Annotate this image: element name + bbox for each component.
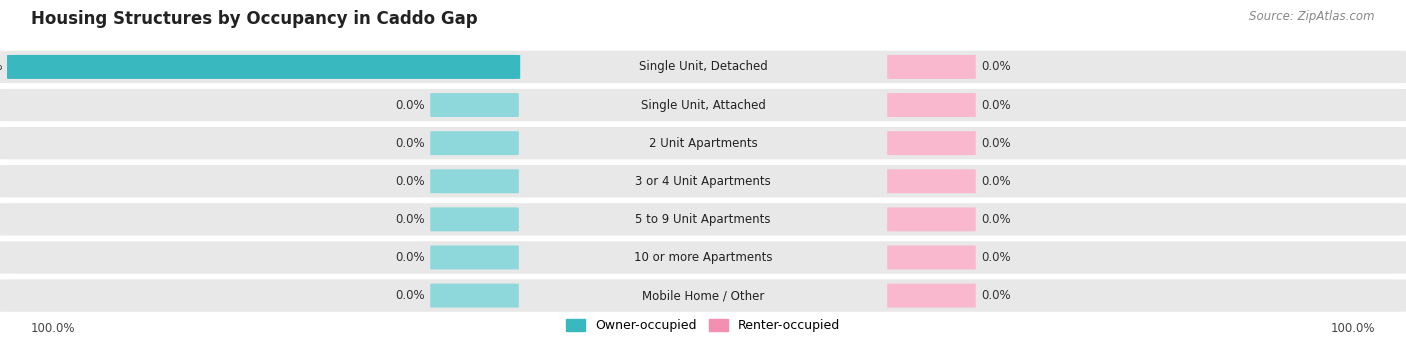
Text: 10 or more Apartments: 10 or more Apartments bbox=[634, 251, 772, 264]
FancyBboxPatch shape bbox=[430, 169, 519, 193]
Text: 0.0%: 0.0% bbox=[395, 213, 425, 226]
FancyBboxPatch shape bbox=[0, 279, 1406, 312]
Text: 5 to 9 Unit Apartments: 5 to 9 Unit Apartments bbox=[636, 213, 770, 226]
Text: Mobile Home / Other: Mobile Home / Other bbox=[641, 289, 765, 302]
FancyBboxPatch shape bbox=[887, 55, 976, 79]
Text: 0.0%: 0.0% bbox=[981, 61, 1011, 74]
Text: 0.0%: 0.0% bbox=[395, 289, 425, 302]
Text: Single Unit, Attached: Single Unit, Attached bbox=[641, 98, 765, 111]
Text: Housing Structures by Occupancy in Caddo Gap: Housing Structures by Occupancy in Caddo… bbox=[31, 10, 478, 28]
FancyBboxPatch shape bbox=[0, 127, 1406, 159]
FancyBboxPatch shape bbox=[0, 165, 1406, 197]
Text: Source: ZipAtlas.com: Source: ZipAtlas.com bbox=[1250, 10, 1375, 23]
FancyBboxPatch shape bbox=[430, 93, 519, 117]
Text: 0.0%: 0.0% bbox=[981, 289, 1011, 302]
FancyBboxPatch shape bbox=[430, 284, 519, 307]
FancyBboxPatch shape bbox=[430, 131, 519, 155]
FancyBboxPatch shape bbox=[887, 246, 976, 269]
FancyBboxPatch shape bbox=[887, 131, 976, 155]
FancyBboxPatch shape bbox=[0, 241, 1406, 274]
Text: Single Unit, Detached: Single Unit, Detached bbox=[638, 61, 768, 74]
FancyBboxPatch shape bbox=[887, 169, 976, 193]
Text: 100.0%: 100.0% bbox=[0, 61, 3, 74]
Text: 3 or 4 Unit Apartments: 3 or 4 Unit Apartments bbox=[636, 175, 770, 188]
FancyBboxPatch shape bbox=[430, 207, 519, 231]
FancyBboxPatch shape bbox=[0, 203, 1406, 236]
Text: 2 Unit Apartments: 2 Unit Apartments bbox=[648, 137, 758, 150]
Text: 0.0%: 0.0% bbox=[395, 175, 425, 188]
Text: 0.0%: 0.0% bbox=[981, 175, 1011, 188]
Text: 100.0%: 100.0% bbox=[1330, 322, 1375, 335]
Text: 0.0%: 0.0% bbox=[395, 251, 425, 264]
FancyBboxPatch shape bbox=[887, 207, 976, 231]
FancyBboxPatch shape bbox=[887, 284, 976, 307]
FancyBboxPatch shape bbox=[0, 51, 1406, 83]
Text: 0.0%: 0.0% bbox=[981, 213, 1011, 226]
Text: 0.0%: 0.0% bbox=[981, 251, 1011, 264]
Legend: Owner-occupied, Renter-occupied: Owner-occupied, Renter-occupied bbox=[567, 319, 839, 332]
FancyBboxPatch shape bbox=[0, 89, 1406, 121]
Text: 0.0%: 0.0% bbox=[395, 137, 425, 150]
Text: 0.0%: 0.0% bbox=[395, 98, 425, 111]
Text: 0.0%: 0.0% bbox=[981, 137, 1011, 150]
FancyBboxPatch shape bbox=[887, 93, 976, 117]
FancyBboxPatch shape bbox=[430, 246, 519, 269]
Text: 100.0%: 100.0% bbox=[31, 322, 76, 335]
Text: 0.0%: 0.0% bbox=[981, 98, 1011, 111]
FancyBboxPatch shape bbox=[7, 55, 520, 79]
